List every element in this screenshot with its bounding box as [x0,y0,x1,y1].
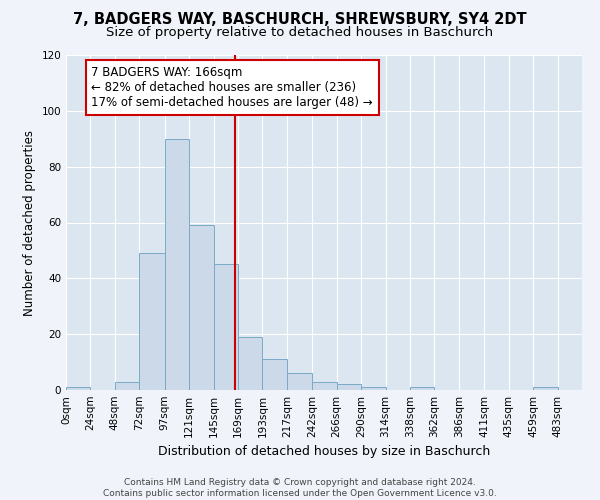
Text: 7, BADGERS WAY, BASCHURCH, SHREWSBURY, SY4 2DT: 7, BADGERS WAY, BASCHURCH, SHREWSBURY, S… [73,12,527,28]
Text: 7 BADGERS WAY: 166sqm
← 82% of detached houses are smaller (236)
17% of semi-det: 7 BADGERS WAY: 166sqm ← 82% of detached … [91,66,373,109]
Bar [262,360,287,390]
Y-axis label: Number of detached properties: Number of detached properties [23,130,36,316]
Bar [165,138,189,390]
Bar [361,387,386,390]
Bar [214,264,238,390]
X-axis label: Distribution of detached houses by size in Baschurch: Distribution of detached houses by size … [158,446,490,458]
Text: Size of property relative to detached houses in Baschurch: Size of property relative to detached ho… [106,26,494,39]
Bar [115,382,139,390]
Bar [238,337,262,390]
Bar [287,373,312,390]
Bar [410,387,434,390]
Bar [189,226,214,390]
Bar [66,387,91,390]
Bar [533,387,557,390]
Bar [312,382,337,390]
Bar [337,384,361,390]
Text: Contains HM Land Registry data © Crown copyright and database right 2024.
Contai: Contains HM Land Registry data © Crown c… [103,478,497,498]
Bar [139,253,165,390]
